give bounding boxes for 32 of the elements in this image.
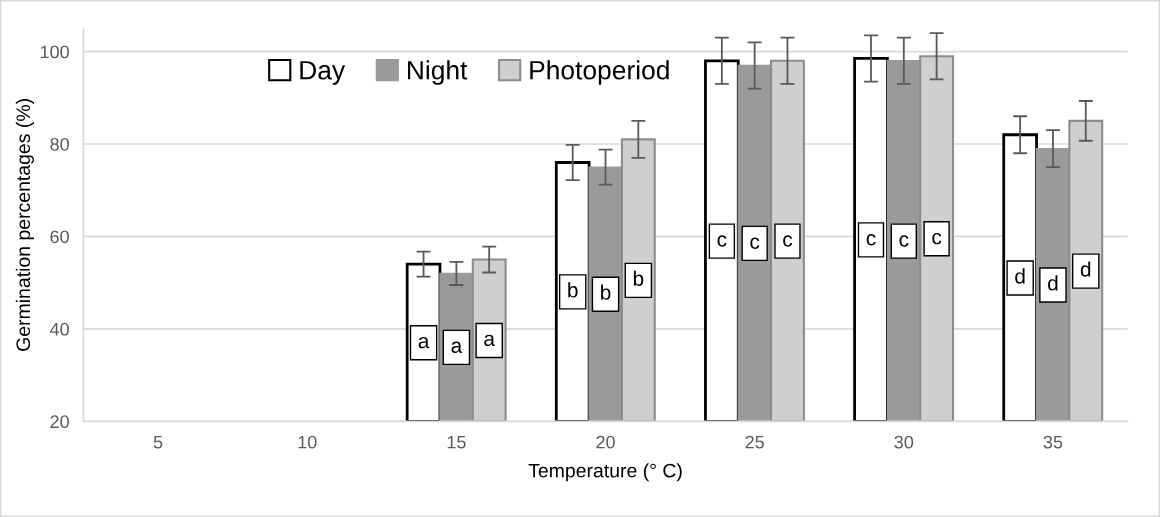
annotation: c xyxy=(783,235,793,247)
y-tick-label: 100 xyxy=(40,45,69,59)
legend-label: Photoperiod xyxy=(530,60,669,85)
annotation: c xyxy=(932,232,942,245)
x-tick-label: 5 xyxy=(153,435,163,449)
x-axis-title: Temperature (° C) xyxy=(528,463,682,482)
y-axis-title: Germination percentages (%) xyxy=(15,99,34,351)
annotation: c xyxy=(866,234,876,246)
legend-label: Day xyxy=(300,61,346,85)
annotation: a xyxy=(484,334,495,347)
annotation: c xyxy=(750,237,760,249)
annotation: d xyxy=(1080,261,1091,277)
y-tick-label: 80 xyxy=(50,137,69,151)
annotation: d xyxy=(1048,275,1058,291)
annotation: a xyxy=(451,341,463,353)
x-tick-label: 10 xyxy=(298,435,317,449)
annotation: b xyxy=(601,284,611,300)
annotation: c xyxy=(899,235,909,247)
annotation: a xyxy=(418,336,430,349)
x-tick-label: 15 xyxy=(447,435,466,449)
y-tick-label: 40 xyxy=(49,322,69,336)
annotation: c xyxy=(717,235,727,247)
x-tick-label: 20 xyxy=(596,435,615,449)
y-tick-label: 60 xyxy=(50,230,69,244)
annotation: b xyxy=(633,270,644,286)
y-tick-label: 20 xyxy=(50,415,69,429)
x-tick-label: 30 xyxy=(894,435,914,449)
x-tick-label: 35 xyxy=(1043,435,1063,449)
x-tick-label: 25 xyxy=(745,435,764,449)
annotation: d xyxy=(1015,268,1025,284)
legend-label: Night xyxy=(407,60,468,85)
annotation: b xyxy=(568,282,578,298)
